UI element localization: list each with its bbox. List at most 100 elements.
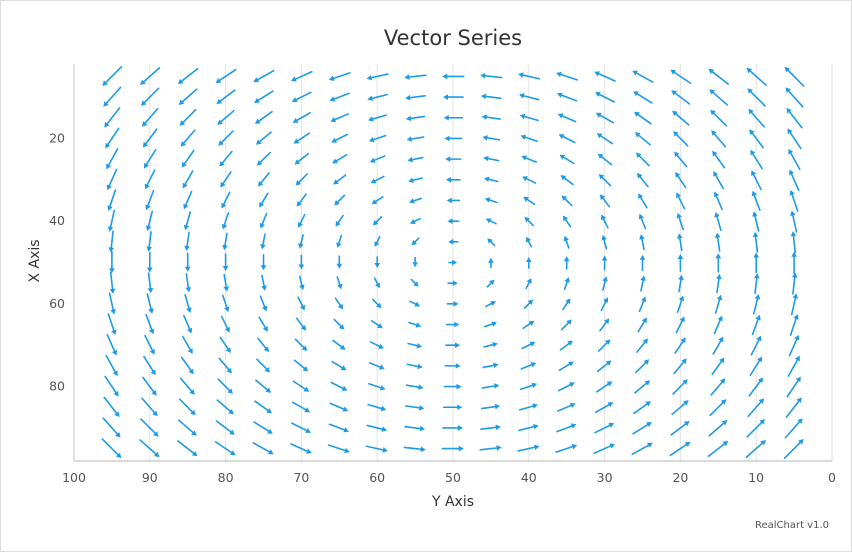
vector-head: [458, 445, 464, 452]
vector-shaft: [596, 361, 610, 373]
vector-shaft: [593, 444, 614, 455]
vector-head: [229, 450, 236, 456]
vector-head: [519, 113, 526, 120]
vector-head: [330, 117, 337, 123]
vector-arrow: [444, 363, 461, 369]
vector-arrow: [785, 87, 804, 108]
vector-head: [227, 388, 233, 394]
vector-head: [298, 243, 304, 249]
vector-head: [153, 431, 159, 437]
vector-head: [484, 197, 491, 203]
vector-shaft: [147, 272, 152, 291]
vector-head: [712, 150, 718, 157]
vector-head: [751, 190, 757, 197]
vector-shaft: [675, 153, 688, 168]
vector-shaft: [713, 152, 726, 169]
vector-head: [604, 318, 610, 325]
vector-arrow: [108, 292, 116, 315]
vector-head: [370, 178, 377, 184]
vector-shaft: [635, 360, 648, 374]
vector-head: [102, 80, 108, 86]
vector-head: [333, 179, 339, 185]
vector-arrow: [594, 422, 615, 434]
vector-head: [671, 90, 677, 96]
vector-shaft: [253, 421, 272, 433]
vector-head: [756, 335, 762, 342]
vector-arrow: [635, 152, 650, 167]
vector-head: [185, 287, 192, 293]
vector-shaft: [406, 74, 427, 79]
vector-arrow: [261, 274, 267, 291]
vector-arrow: [442, 73, 465, 80]
vector-shaft: [110, 230, 114, 251]
vector-arrow: [601, 255, 608, 271]
vector-shaft: [558, 93, 578, 102]
vector-arrow: [601, 234, 608, 250]
vector-shaft: [330, 72, 351, 80]
vector-arrow: [746, 419, 766, 438]
vector-arrow: [258, 172, 270, 187]
vector-shaft: [255, 379, 270, 392]
vector-arrow: [108, 230, 115, 253]
vector-shaft: [296, 152, 310, 164]
vector-head: [481, 114, 488, 120]
vector-arrow: [220, 315, 230, 333]
vector-arrow: [482, 362, 499, 369]
vector-shaft: [366, 424, 385, 431]
vector-head: [752, 211, 758, 217]
vector-shaft: [333, 154, 348, 163]
vector-arrow: [791, 251, 797, 275]
vector-shaft: [219, 336, 230, 352]
vector-arrow: [369, 341, 384, 349]
vector-head: [418, 384, 424, 390]
vector-shaft: [223, 273, 228, 290]
vector-head: [791, 251, 797, 257]
x-tick-label: 90: [142, 470, 158, 485]
vector-shaft: [294, 338, 306, 350]
vector-shaft: [369, 93, 388, 100]
vector-head: [259, 222, 265, 229]
vector-head: [375, 282, 381, 289]
vector-arrow: [556, 92, 578, 102]
vector-shaft: [752, 296, 759, 315]
vector-shaft: [558, 73, 579, 81]
vector-head: [750, 149, 756, 156]
vector-head: [184, 245, 190, 252]
vector-arrow: [445, 342, 461, 349]
vector-arrow: [141, 107, 159, 127]
vector-head: [262, 305, 268, 312]
vector-head: [524, 216, 530, 223]
vector-arrow: [179, 377, 195, 395]
vector-shaft: [637, 153, 650, 167]
vector-head: [406, 136, 413, 142]
vector-head: [258, 181, 264, 187]
vector-head: [149, 328, 155, 335]
vector-arrow: [372, 298, 382, 309]
vector-head: [367, 95, 373, 102]
vector-head: [570, 423, 577, 429]
x-tick-label: 100: [62, 470, 86, 485]
vector-head: [111, 349, 118, 356]
vector-arrow: [750, 335, 762, 356]
vector-head: [603, 297, 609, 303]
vector-head: [343, 427, 350, 433]
vector-arrow: [180, 356, 194, 375]
vector-head: [294, 159, 301, 165]
vector-shaft: [789, 150, 801, 171]
vector-head: [303, 386, 310, 392]
y-tick-labels: 20 40 60 80: [49, 130, 65, 393]
vector-head: [556, 71, 562, 78]
vector-head: [606, 381, 613, 387]
vector-shaft: [640, 277, 645, 292]
vector-shaft: [139, 439, 159, 457]
vector-head: [182, 182, 188, 189]
vector-shaft: [367, 403, 385, 410]
vector-head: [220, 181, 226, 188]
vector-head: [678, 295, 685, 302]
vector-head: [640, 275, 646, 281]
vector-head: [717, 315, 723, 322]
vector-shaft: [520, 73, 541, 80]
vector-arrow: [484, 197, 498, 204]
vector-shaft: [714, 193, 723, 211]
vector-arrow: [140, 418, 159, 437]
